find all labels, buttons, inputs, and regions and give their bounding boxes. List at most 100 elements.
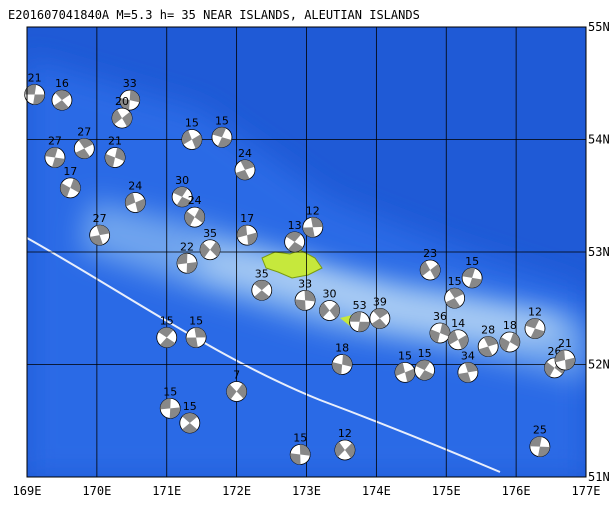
focal-mechanism: 24 — [124, 180, 146, 213]
focal-mechanism: 36 — [429, 310, 451, 344]
lon-label: 172E — [222, 484, 251, 498]
compression-quadrant — [176, 196, 192, 207]
depth-label: 17 — [240, 212, 254, 225]
compression-quadrant — [530, 328, 545, 339]
compression-quadrant — [499, 337, 510, 352]
focal-mechanism: 15 — [159, 385, 181, 419]
compression-quadrant — [329, 303, 340, 319]
compression-quadrant — [448, 330, 459, 345]
depth-label: 20 — [115, 95, 129, 108]
compression-quadrant — [458, 372, 472, 383]
focal-mechanism: 17 — [59, 165, 81, 199]
compression-quadrant — [240, 159, 255, 170]
focal-mechanism: 30 — [319, 288, 340, 321]
depth-label: 39 — [373, 295, 387, 308]
lon-label: 174E — [362, 484, 391, 498]
depth-label: 35 — [203, 227, 217, 240]
compression-quadrant — [119, 97, 130, 111]
lon-label: 169E — [13, 484, 42, 498]
depth-label: 36 — [433, 310, 447, 323]
compression-quadrant — [395, 362, 406, 377]
focal-mechanism: 22 — [176, 240, 198, 274]
depth-label: 27 — [48, 135, 62, 148]
compression-quadrant — [525, 318, 540, 329]
compression-quadrant — [212, 127, 227, 138]
compression-quadrant — [160, 337, 176, 348]
compression-quadrant — [334, 441, 345, 458]
depth-label: 12 — [338, 427, 352, 440]
focal-mechanism: 34 — [457, 349, 479, 383]
focal-mechanism: 12 — [334, 427, 356, 461]
depth-label: 27 — [77, 126, 91, 139]
depth-label: 28 — [481, 324, 495, 337]
depth-label: 21 — [28, 72, 42, 85]
compression-quadrant — [217, 137, 232, 148]
lon-label: 176E — [502, 484, 531, 498]
compression-quadrant — [200, 242, 211, 258]
compression-quadrant — [464, 362, 478, 373]
compression-quadrant — [24, 84, 37, 95]
focal-mechanism: 15 — [461, 255, 483, 289]
lat-label: 54N — [588, 133, 610, 147]
compression-quadrant — [290, 453, 301, 465]
compression-quadrant — [33, 94, 45, 105]
compression-quadrant — [125, 192, 136, 207]
compression-quadrant — [349, 311, 362, 322]
compression-quadrant — [52, 157, 65, 168]
compression-quadrant — [462, 267, 476, 278]
focal-mechanism: 24 — [234, 147, 256, 181]
depth-label: 15 — [418, 347, 432, 360]
compression-quadrant — [299, 444, 311, 456]
depth-label: 15 — [465, 255, 479, 268]
compression-quadrant — [415, 360, 431, 371]
depth-label: 33 — [298, 277, 312, 290]
focal-mechanism: 39 — [369, 295, 391, 329]
compression-quadrant — [45, 147, 58, 158]
lon-label: 170E — [82, 484, 111, 498]
compression-quadrant — [115, 147, 126, 162]
focal-mechanism: 27 — [44, 135, 66, 168]
depth-label: 24 — [128, 180, 142, 193]
compression-quadrant — [96, 225, 110, 236]
depth-label: 14 — [451, 317, 465, 330]
compression-quadrant — [373, 308, 389, 319]
compression-quadrant — [160, 398, 171, 410]
compression-quadrant — [304, 290, 316, 302]
lat-label: 55N — [588, 20, 610, 34]
focal-mechanism: 21 — [104, 135, 126, 168]
compression-quadrant — [89, 235, 103, 246]
focal-mechanism: 53 — [349, 299, 371, 333]
compression-quadrant — [478, 346, 493, 357]
depth-label: 30 — [175, 174, 189, 187]
focal-mechanism: 35 — [251, 267, 273, 301]
compression-quadrant — [483, 336, 498, 347]
compression-quadrant — [344, 442, 355, 459]
lat-label: 52N — [588, 358, 610, 372]
compression-quadrant — [135, 198, 146, 213]
depth-label: 24 — [188, 194, 202, 207]
title: E201607041840A M=5.3 h= 35 NEAR ISLANDS,… — [8, 8, 420, 22]
compression-quadrant — [237, 225, 248, 238]
compression-quadrant — [70, 178, 81, 193]
compression-quadrant — [254, 280, 270, 291]
focal-mechanism: 35 — [199, 227, 221, 261]
compression-quadrant — [418, 370, 434, 381]
depth-label: 17 — [63, 165, 77, 178]
focal-mechanism: 33 — [119, 77, 141, 111]
compression-quadrant — [235, 169, 250, 180]
compression-quadrant — [445, 298, 461, 309]
depth-label: 15 — [448, 275, 462, 288]
focal-mechanism: 13 — [284, 219, 306, 253]
focal-mechanism: 30 — [171, 174, 193, 208]
compression-quadrant — [75, 148, 91, 159]
focal-mechanism: 33 — [294, 277, 316, 311]
compression-quadrant — [429, 329, 440, 343]
compression-quadrant — [469, 277, 482, 288]
compression-quadrant — [182, 413, 198, 423]
focal-mechanism: 28 — [477, 324, 499, 357]
compression-quadrant — [247, 232, 258, 246]
compression-quadrant — [286, 231, 302, 242]
compression-quadrant — [55, 90, 71, 101]
compression-quadrant — [371, 318, 387, 329]
compression-quadrant — [194, 327, 207, 338]
